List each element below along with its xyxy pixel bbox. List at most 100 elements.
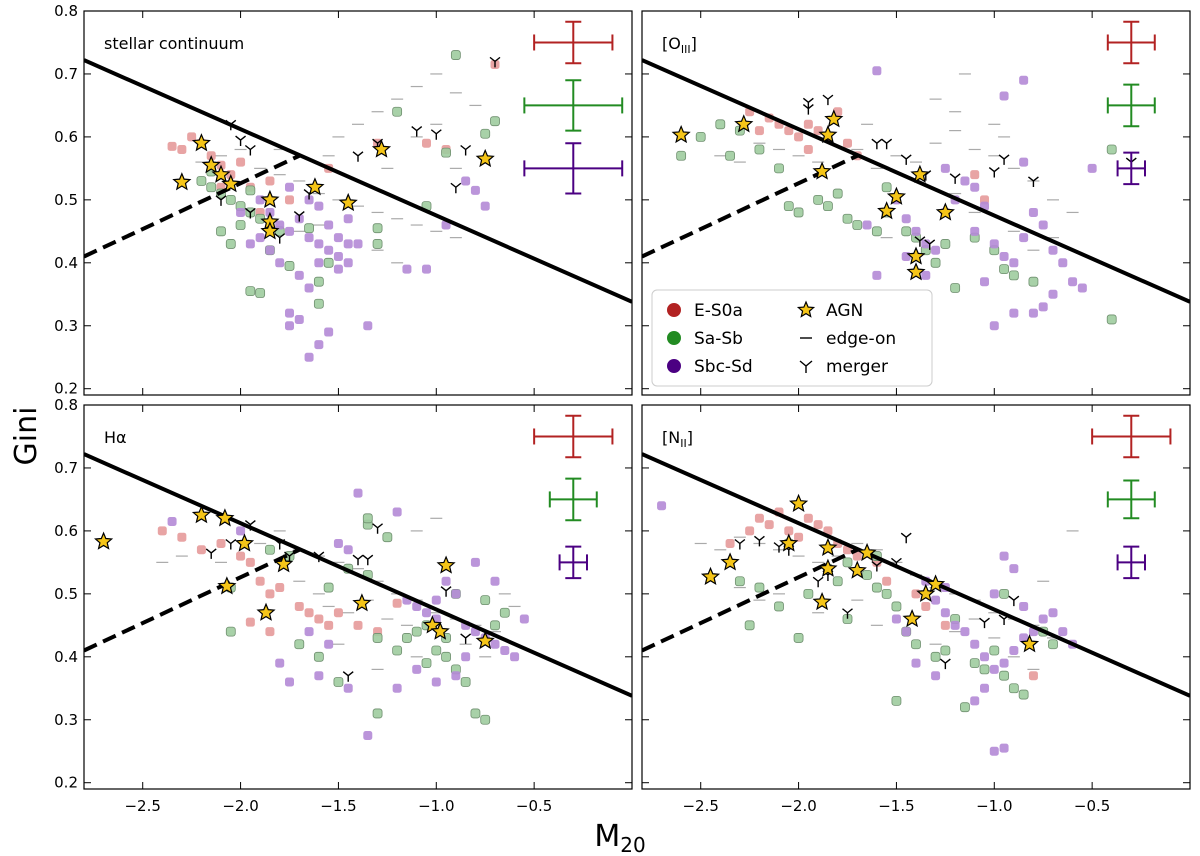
point-sbc-sd	[333, 264, 343, 274]
panel-4: −2.5 −2.0 −1.5 −1.0 −0.5 [NII]	[641, 404, 1191, 815]
point-sa-sb	[372, 239, 383, 249]
merger-marker	[460, 144, 472, 156]
x-tick-label: −0.5	[1074, 797, 1110, 815]
point-sbc-sd	[412, 601, 422, 611]
agn-marker	[812, 591, 832, 611]
point-sa-sb	[852, 220, 863, 230]
point-sbc-sd	[275, 220, 285, 230]
merger-marker	[998, 614, 1010, 626]
legend-marker-e-s0a	[667, 303, 681, 317]
point-sa-sb	[480, 595, 491, 606]
point-e-s0a	[187, 132, 197, 142]
merger-marker	[939, 658, 951, 670]
solid-boundary-line	[642, 452, 1190, 698]
point-sbc-sd	[353, 239, 363, 249]
agn-marker	[256, 602, 276, 621]
point-sa-sb	[265, 544, 275, 555]
agn-marker	[217, 576, 237, 595]
point-sa-sb	[304, 223, 314, 234]
point-e-s0a	[803, 119, 813, 129]
point-sbc-sd	[960, 627, 970, 637]
plot-area	[642, 414, 1190, 756]
point-sa-sb	[803, 588, 814, 599]
point-sbc-sd	[265, 245, 275, 255]
x-tick-label: −2.5	[682, 797, 718, 815]
errorbar-e-s0a	[1091, 414, 1172, 459]
point-sbc-sd	[921, 270, 931, 280]
agn-marker	[902, 608, 922, 628]
merger-marker	[812, 576, 824, 588]
point-sbc-sd	[461, 176, 471, 186]
merger-marker	[890, 557, 902, 569]
agn-marker	[720, 552, 740, 571]
agn-marker	[172, 172, 192, 191]
agn-marker	[94, 531, 114, 550]
x-tick-label: −1.0	[418, 797, 454, 815]
point-e-s0a	[813, 520, 823, 530]
legend-label: Sbc-Sd	[694, 357, 753, 377]
point-sa-sb	[813, 194, 824, 205]
point-sbc-sd	[167, 516, 177, 526]
point-sbc-sd	[333, 233, 343, 243]
point-sa-sb	[1048, 639, 1058, 650]
agn-marker	[812, 161, 832, 180]
point-sa-sb	[392, 106, 403, 117]
point-sa-sb	[225, 239, 236, 249]
point-e-s0a	[236, 157, 246, 167]
legend-label: Sa-Sb	[694, 329, 743, 349]
agn-marker	[274, 554, 294, 573]
point-e-s0a	[245, 557, 255, 567]
x-tick-label: −2.5	[124, 797, 160, 815]
point-sbc-sd	[314, 340, 324, 350]
point-sbc-sd	[304, 233, 314, 243]
point-sa-sb	[245, 286, 256, 297]
point-sbc-sd	[960, 176, 970, 186]
point-e-s0a	[803, 144, 813, 154]
point-sbc-sd	[255, 233, 265, 243]
x-tick-label: −1.5	[878, 797, 914, 815]
point-sa-sb	[940, 645, 951, 656]
agn-marker	[824, 109, 844, 128]
merger-marker	[293, 211, 305, 222]
point-sa-sb	[823, 201, 833, 212]
agn-marker	[211, 164, 231, 183]
point-sbc-sd	[333, 252, 343, 262]
agn-marker	[352, 593, 372, 612]
legend-marker-agn	[796, 300, 816, 318]
point-sbc-sd	[451, 589, 461, 599]
point-sbc-sd	[1038, 302, 1048, 312]
point-e-s0a	[167, 141, 177, 151]
plot-area	[84, 20, 632, 362]
y-tick-label: 0.3	[54, 711, 78, 729]
legend-entry: E-S0a	[667, 301, 743, 321]
point-sbc-sd	[1068, 277, 1078, 287]
panel-title-main: [O	[662, 34, 681, 53]
point-e-s0a	[803, 513, 813, 523]
point-sbc-sd	[1048, 245, 1058, 255]
point-sa-sb	[783, 201, 794, 212]
point-sa-sb	[225, 626, 236, 637]
legend: E-S0a Sa-Sb Sbc-Sd AGN edge-on merger	[651, 289, 933, 387]
merger-marker	[430, 129, 442, 140]
legend-label: edge-on	[826, 329, 896, 349]
agn-marker	[935, 202, 955, 221]
agn-marker	[886, 186, 906, 205]
panel-title-main: stellar continuum	[104, 34, 244, 53]
point-sbc-sd	[1048, 289, 1058, 299]
point-sa-sb	[744, 620, 755, 631]
agn-marker	[700, 566, 721, 585]
point-sa-sb	[362, 513, 373, 524]
merger-marker	[440, 586, 452, 597]
point-sbc-sd	[236, 526, 246, 536]
point-sbc-sd	[343, 258, 353, 268]
point-sbc-sd	[285, 677, 294, 687]
point-sa-sb	[979, 664, 990, 675]
point-sbc-sd	[921, 239, 931, 249]
agn-marker	[436, 555, 456, 574]
point-sbc-sd	[245, 239, 255, 249]
point-sbc-sd	[304, 627, 314, 637]
legend-entry: AGN	[796, 300, 863, 321]
point-sbc-sd	[657, 501, 667, 511]
point-e-s0a	[216, 538, 226, 548]
point-sa-sb	[1018, 689, 1029, 700]
